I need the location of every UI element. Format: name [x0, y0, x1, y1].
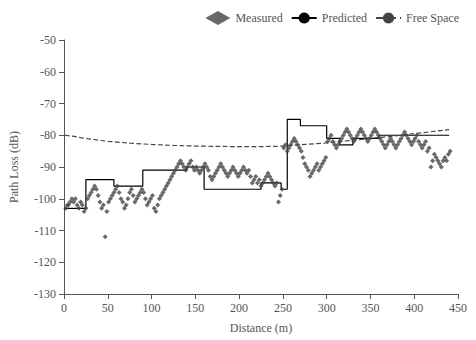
svg-text:400: 400 [405, 301, 423, 315]
svg-text:-60: -60 [40, 65, 56, 79]
svg-text:200: 200 [230, 301, 248, 315]
svg-text:-50: -50 [40, 33, 56, 47]
svg-text:Path Loss (dB): Path Loss (dB) [7, 131, 21, 203]
svg-text:0: 0 [61, 301, 67, 315]
svg-text:100: 100 [143, 301, 161, 315]
svg-text:-120: -120 [34, 255, 56, 269]
svg-text:450: 450 [449, 301, 467, 315]
svg-text:-70: -70 [40, 97, 56, 111]
svg-text:Distance (m): Distance (m) [230, 321, 292, 335]
svg-text:300: 300 [318, 301, 336, 315]
svg-text:250: 250 [274, 301, 292, 315]
svg-text:-100: -100 [34, 192, 56, 206]
svg-text:350: 350 [361, 301, 379, 315]
svg-text:50: 50 [102, 301, 114, 315]
svg-text:-110: -110 [34, 224, 56, 238]
svg-text:Predicted: Predicted [322, 11, 367, 25]
svg-text:Measured: Measured [235, 11, 282, 25]
svg-text:-80: -80 [40, 128, 56, 142]
svg-text:-90: -90 [40, 160, 56, 174]
svg-text:Free Space: Free Space [406, 11, 459, 25]
svg-text:150: 150 [186, 301, 204, 315]
svg-text:-130: -130 [34, 287, 56, 301]
